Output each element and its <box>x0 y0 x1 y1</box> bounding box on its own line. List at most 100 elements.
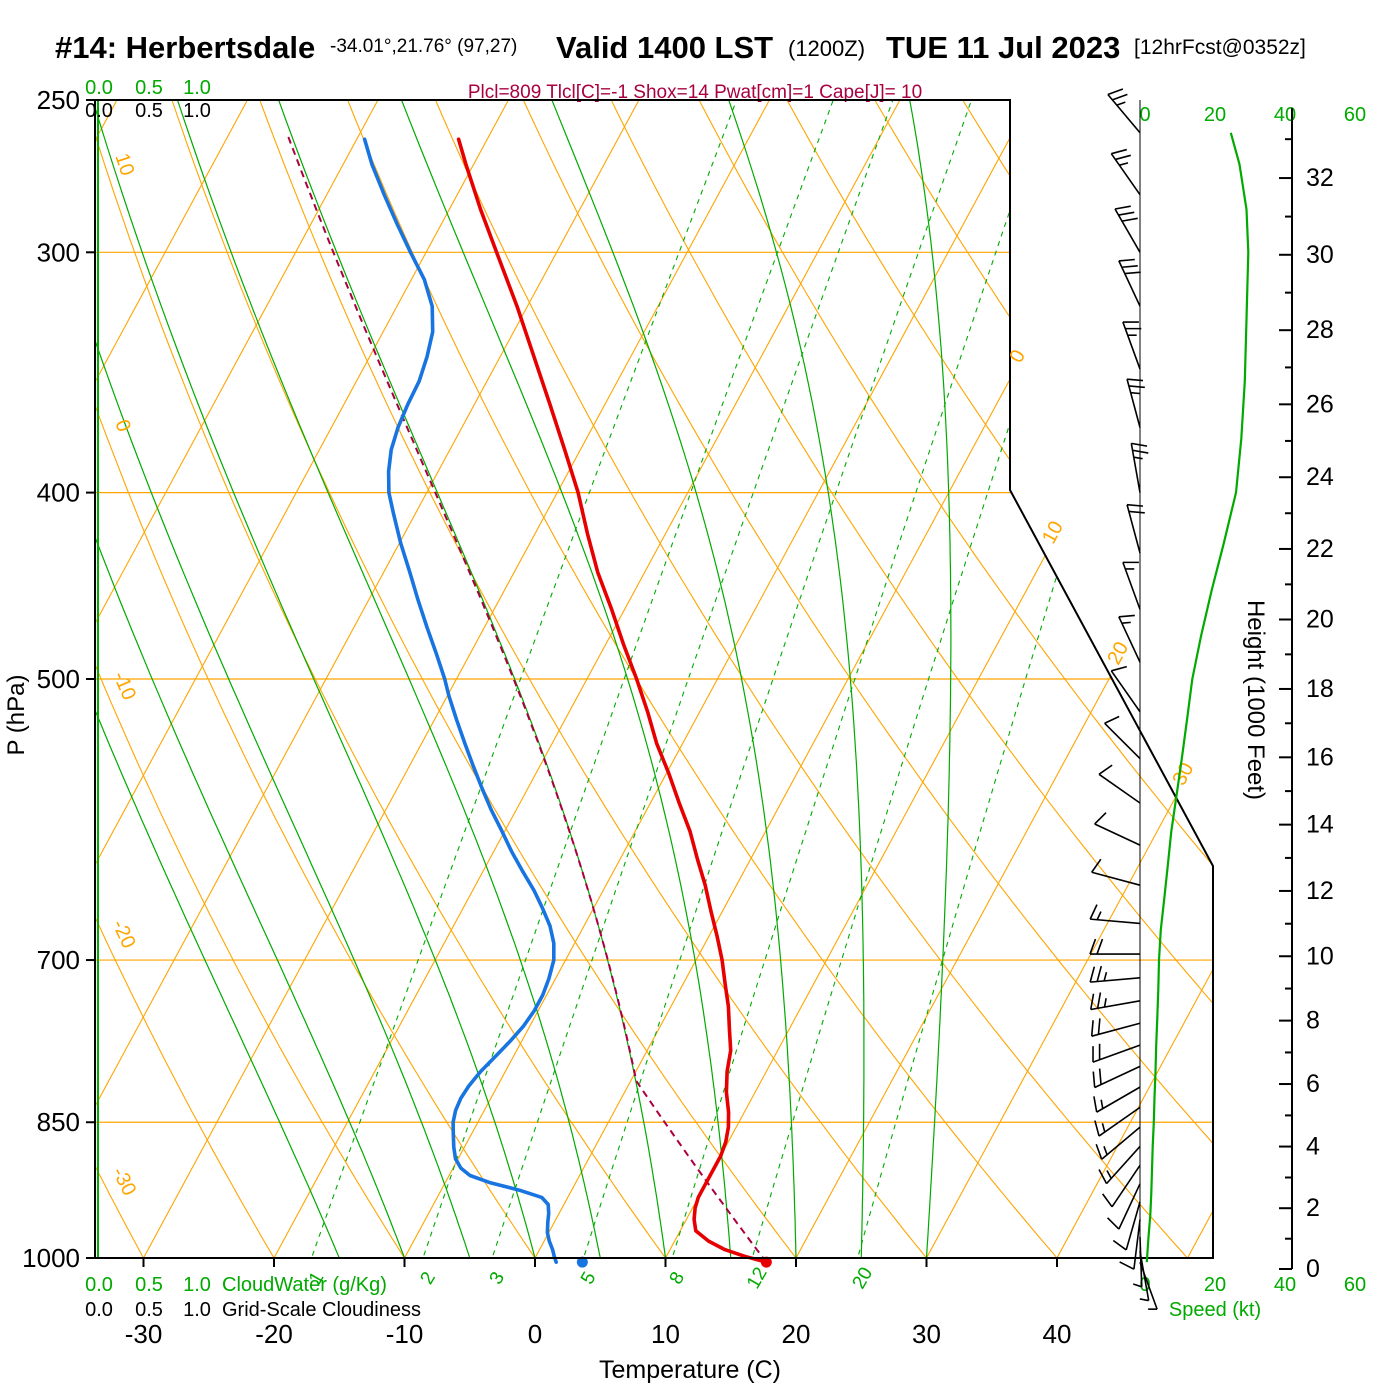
svg-text:0.0: 0.0 <box>85 100 113 122</box>
wind-speed-profile <box>1145 132 1250 1263</box>
dewpoint-profile <box>362 137 559 1264</box>
svg-text:0: 0 <box>110 417 135 435</box>
svg-text:14: 14 <box>1306 811 1334 839</box>
svg-text:3: 3 <box>486 1268 509 1288</box>
svg-text:1.0: 1.0 <box>183 1274 211 1296</box>
svg-text:1.0: 1.0 <box>183 100 211 122</box>
wind-barbs <box>1089 88 1158 1310</box>
svg-text:0: 0 <box>528 1319 542 1349</box>
svg-text:2: 2 <box>417 1268 440 1288</box>
svg-text:400: 400 <box>37 478 80 508</box>
svg-text:0.5: 0.5 <box>135 77 163 99</box>
surface-dewpoint-dot <box>576 1256 588 1268</box>
svg-text:4: 4 <box>1306 1133 1320 1161</box>
svg-text:30: 30 <box>912 1319 941 1349</box>
station-coords: -34.01°,21.76° (97,27) <box>330 36 517 57</box>
valid-zulu: (1200Z) <box>788 36 865 61</box>
svg-text:60: 60 <box>1344 1274 1366 1296</box>
svg-text:32: 32 <box>1306 164 1334 192</box>
svg-text:20: 20 <box>1204 104 1226 126</box>
svg-text:40: 40 <box>1274 1274 1296 1296</box>
height-axis-title: Height (1000 Feet) <box>1242 600 1269 800</box>
svg-text:8: 8 <box>666 1268 689 1288</box>
temperature-axis: -30 -20 -10 0 10 20 30 40 <box>125 1258 1072 1349</box>
svg-text:12: 12 <box>1306 877 1334 905</box>
svg-text:5: 5 <box>577 1268 600 1288</box>
svg-text:8: 8 <box>1306 1007 1320 1035</box>
svg-text:40: 40 <box>1274 104 1296 126</box>
cloud-scale-rows: 0.00.00.00.00.50.50.50.51.01.01.01.0 <box>85 77 211 1321</box>
svg-text:0.5: 0.5 <box>135 100 163 122</box>
svg-text:20: 20 <box>848 1264 877 1293</box>
svg-text:30: 30 <box>1306 241 1334 269</box>
svg-text:250: 250 <box>37 85 80 115</box>
svg-text:0.0: 0.0 <box>85 1299 113 1321</box>
svg-text:10: 10 <box>1306 942 1334 970</box>
temperature-axis-title: Temperature (C) <box>599 1356 781 1384</box>
svg-text:20: 20 <box>782 1319 811 1349</box>
svg-text:0.5: 0.5 <box>135 1274 163 1296</box>
svg-text:40: 40 <box>1043 1319 1072 1349</box>
stability-indices: Plcl=809 Tlcl[C]=-1 Shox=14 Pwat[cm]=1 C… <box>468 82 922 103</box>
svg-text:18: 18 <box>1306 675 1334 703</box>
svg-text:-30: -30 <box>125 1319 163 1349</box>
svg-text:60: 60 <box>1344 104 1366 126</box>
svg-text:2: 2 <box>1306 1194 1320 1222</box>
svg-text:-20: -20 <box>107 916 139 952</box>
svg-text:1.0: 1.0 <box>183 77 211 99</box>
svg-text:20: 20 <box>1306 606 1334 634</box>
temperature-profile <box>456 137 769 1264</box>
svg-text:20: 20 <box>1103 638 1133 668</box>
mixing-ratio-labels: 1 2 3 5 8 12 20 <box>305 1264 877 1293</box>
svg-text:30: 30 <box>1168 759 1198 789</box>
svg-text:-30: -30 <box>107 1164 140 1200</box>
svg-text:24: 24 <box>1306 463 1334 491</box>
speed-axis-title: Speed (kt) <box>1169 1299 1261 1321</box>
svg-text:26: 26 <box>1306 390 1334 418</box>
valid-date: TUE 11 Jul 2023 <box>886 30 1120 65</box>
svg-text:10: 10 <box>110 151 138 179</box>
svg-text:-10: -10 <box>386 1319 424 1349</box>
svg-text:850: 850 <box>37 1107 80 1137</box>
svg-text:0.0: 0.0 <box>85 77 113 99</box>
svg-text:0: 0 <box>1306 1255 1320 1283</box>
station-title: #14: Herbertsdale <box>55 30 315 65</box>
svg-text:0.0: 0.0 <box>85 1274 113 1296</box>
cloudwater-legend: CloudWater (g/Kg) <box>222 1274 387 1296</box>
pressure-axis: 250 300 400 500 700 850 1000 <box>22 85 95 1273</box>
svg-text:0.5: 0.5 <box>135 1299 163 1321</box>
svg-text:6: 6 <box>1306 1070 1320 1098</box>
svg-text:16: 16 <box>1306 743 1334 771</box>
cloudiness-legend: Grid-Scale Cloudiness <box>222 1299 421 1321</box>
svg-text:1.0: 1.0 <box>183 1299 211 1321</box>
forecast-tag: [12hrFcst@0352z] <box>1134 36 1306 59</box>
svg-text:20: 20 <box>1204 1274 1226 1296</box>
dry-adiabat-lines <box>95 100 1213 1258</box>
svg-text:300: 300 <box>37 237 80 267</box>
svg-text:0: 0 <box>1139 104 1150 126</box>
svg-text:-10: -10 <box>108 668 140 703</box>
valid-time: Valid 1400 LST <box>556 30 773 65</box>
isobar-lines <box>95 251 1213 1123</box>
parcel-trace <box>287 135 768 1263</box>
svg-text:12: 12 <box>743 1264 772 1293</box>
moist-adiabat-lines <box>95 100 952 1258</box>
svg-text:28: 28 <box>1306 316 1334 344</box>
svg-text:-20: -20 <box>255 1319 293 1349</box>
svg-text:1000: 1000 <box>22 1243 80 1273</box>
surface-temp-dot <box>760 1256 772 1268</box>
pressure-axis-title: P (hPa) <box>3 675 30 756</box>
svg-text:22: 22 <box>1306 535 1334 563</box>
svg-text:10: 10 <box>1038 517 1068 547</box>
surface-markers <box>576 1256 772 1268</box>
svg-text:500: 500 <box>37 664 80 694</box>
svg-text:10: 10 <box>651 1319 680 1349</box>
svg-text:700: 700 <box>37 945 80 975</box>
svg-text:0: 0 <box>1139 1274 1150 1296</box>
